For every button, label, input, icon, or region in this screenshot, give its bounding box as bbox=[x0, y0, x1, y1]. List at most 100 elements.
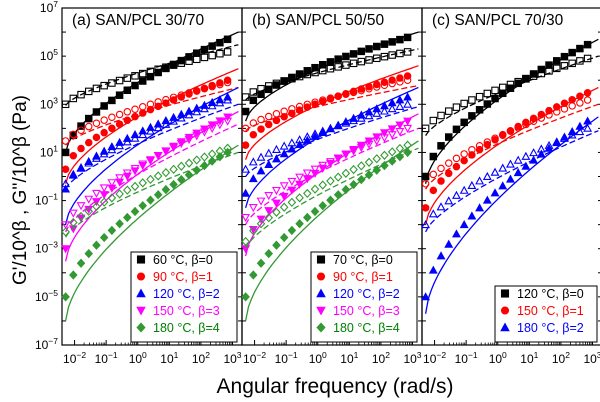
data-point-loss-modulus bbox=[349, 164, 358, 175]
data-point-loss-modulus bbox=[256, 197, 266, 206]
data-point-loss-modulus bbox=[146, 174, 155, 184]
data-point-loss-modulus bbox=[192, 55, 201, 64]
panel-title: (b) SAN/PCL 50/50 bbox=[252, 12, 384, 29]
data-point-storage-modulus bbox=[207, 156, 217, 166]
data-point-loss-modulus bbox=[521, 151, 531, 160]
data-point-loss-modulus bbox=[123, 74, 132, 82]
data-point-storage-modulus bbox=[403, 92, 413, 101]
data-point-storage-modulus bbox=[326, 95, 335, 103]
data-point-storage-modulus bbox=[169, 142, 179, 151]
data-point-loss-modulus bbox=[115, 189, 124, 199]
data-point-loss-modulus bbox=[437, 164, 445, 173]
series bbox=[241, 65, 419, 160]
data-point-storage-modulus bbox=[365, 45, 373, 53]
panel-3: 10−2 10−1 100 101 102 103 (c) SAN/PCL 70/30 120… bbox=[421, 7, 600, 366]
data-point-loss-modulus bbox=[498, 163, 508, 172]
data-point-storage-modulus bbox=[387, 156, 397, 166]
data-point-loss-modulus bbox=[216, 49, 224, 58]
data-point-storage-modulus bbox=[272, 81, 281, 89]
data-point-storage-modulus bbox=[146, 122, 155, 131]
data-point-loss-modulus bbox=[403, 99, 413, 108]
data-point-storage-modulus bbox=[130, 206, 140, 217]
data-point-storage-modulus bbox=[176, 138, 186, 147]
data-point-storage-modulus bbox=[200, 125, 209, 134]
series bbox=[241, 86, 419, 208]
data-point-loss-modulus bbox=[568, 102, 576, 110]
data-point-storage-modulus bbox=[349, 113, 359, 122]
data-point-storage-modulus bbox=[334, 55, 342, 63]
data-point-storage-modulus bbox=[257, 125, 265, 133]
data-point-loss-modulus bbox=[177, 161, 186, 171]
data-point-storage-modulus bbox=[295, 106, 304, 114]
data-point-storage-modulus bbox=[216, 38, 224, 47]
data-point-storage-modulus bbox=[279, 149, 289, 158]
data-point-storage-modulus bbox=[123, 86, 132, 94]
data-point-loss-modulus bbox=[429, 116, 438, 125]
data-point-storage-modulus bbox=[349, 50, 358, 58]
x-tick-label: 100 bbox=[489, 350, 507, 366]
data-point-storage-modulus bbox=[108, 124, 116, 133]
data-point-storage-modulus bbox=[372, 42, 381, 51]
legend-marker bbox=[500, 306, 510, 315]
fit-line-loss bbox=[245, 147, 419, 250]
data-point-loss-modulus bbox=[84, 87, 93, 96]
legend-marker bbox=[316, 322, 326, 333]
data-point-loss-modulus bbox=[138, 69, 147, 78]
y-tick-label: 10−1 bbox=[35, 192, 58, 208]
data-point-storage-modulus bbox=[77, 122, 85, 130]
data-point-storage-modulus bbox=[115, 137, 125, 146]
legend-marker bbox=[316, 255, 326, 264]
data-point-loss-modulus bbox=[69, 94, 78, 103]
data-point-storage-modulus bbox=[388, 76, 396, 84]
data-point-storage-modulus bbox=[380, 78, 389, 87]
data-point-storage-modulus bbox=[288, 73, 296, 82]
data-point-storage-modulus bbox=[107, 184, 117, 193]
data-point-loss-modulus bbox=[77, 90, 85, 99]
data-point-loss-modulus bbox=[475, 176, 485, 185]
data-point-storage-modulus bbox=[272, 116, 281, 125]
legend-marker bbox=[136, 322, 146, 333]
data-point-storage-modulus bbox=[452, 162, 461, 171]
data-point-storage-modulus bbox=[176, 109, 186, 118]
data-point-storage-modulus bbox=[444, 169, 453, 178]
x-tick-label: 103 bbox=[583, 350, 600, 366]
data-point-loss-modulus bbox=[372, 108, 382, 117]
data-point-loss-modulus bbox=[241, 236, 250, 247]
data-point-storage-modulus bbox=[192, 129, 202, 138]
data-point-loss-modulus bbox=[223, 48, 232, 56]
data-point-loss-modulus bbox=[138, 178, 148, 188]
legend: 120 °C, β=0 150 °C, β=1 180 °C, β=2 bbox=[494, 285, 598, 343]
data-point-storage-modulus bbox=[356, 141, 366, 150]
data-point-storage-modulus bbox=[146, 156, 155, 166]
data-point-storage-modulus bbox=[326, 124, 335, 133]
series bbox=[61, 68, 239, 184]
data-point-storage-modulus bbox=[76, 258, 86, 268]
data-point-loss-modulus bbox=[99, 184, 109, 193]
data-point-storage-modulus bbox=[200, 160, 209, 171]
data-point-storage-modulus bbox=[216, 79, 224, 87]
data-point-storage-modulus bbox=[200, 84, 209, 93]
data-point-loss-modulus bbox=[241, 213, 251, 223]
data-point-storage-modulus bbox=[529, 114, 538, 123]
data-point-loss-modulus bbox=[108, 113, 116, 121]
data-point-loss-modulus bbox=[349, 59, 358, 68]
data-point-storage-modulus bbox=[395, 152, 405, 162]
data-point-loss-modulus bbox=[380, 106, 389, 115]
x-tick-label: 10−1 bbox=[455, 350, 478, 366]
data-point-storage-modulus bbox=[318, 60, 327, 69]
data-point-storage-modulus bbox=[576, 92, 584, 100]
fit-line-loss bbox=[425, 130, 599, 233]
data-point-loss-modulus bbox=[208, 51, 216, 60]
legend-marker bbox=[136, 306, 146, 316]
data-point-storage-modulus bbox=[357, 174, 366, 185]
data-point-storage-modulus bbox=[568, 95, 576, 104]
data-point-loss-modulus bbox=[295, 173, 305, 182]
data-point-storage-modulus bbox=[256, 258, 266, 268]
data-point-loss-modulus bbox=[387, 104, 397, 113]
data-point-storage-modulus bbox=[122, 172, 132, 181]
data-point-loss-modulus bbox=[460, 99, 468, 108]
x-tick-label: 101 bbox=[340, 350, 358, 366]
data-point-storage-modulus bbox=[514, 122, 522, 131]
data-point-storage-modulus bbox=[154, 102, 162, 111]
